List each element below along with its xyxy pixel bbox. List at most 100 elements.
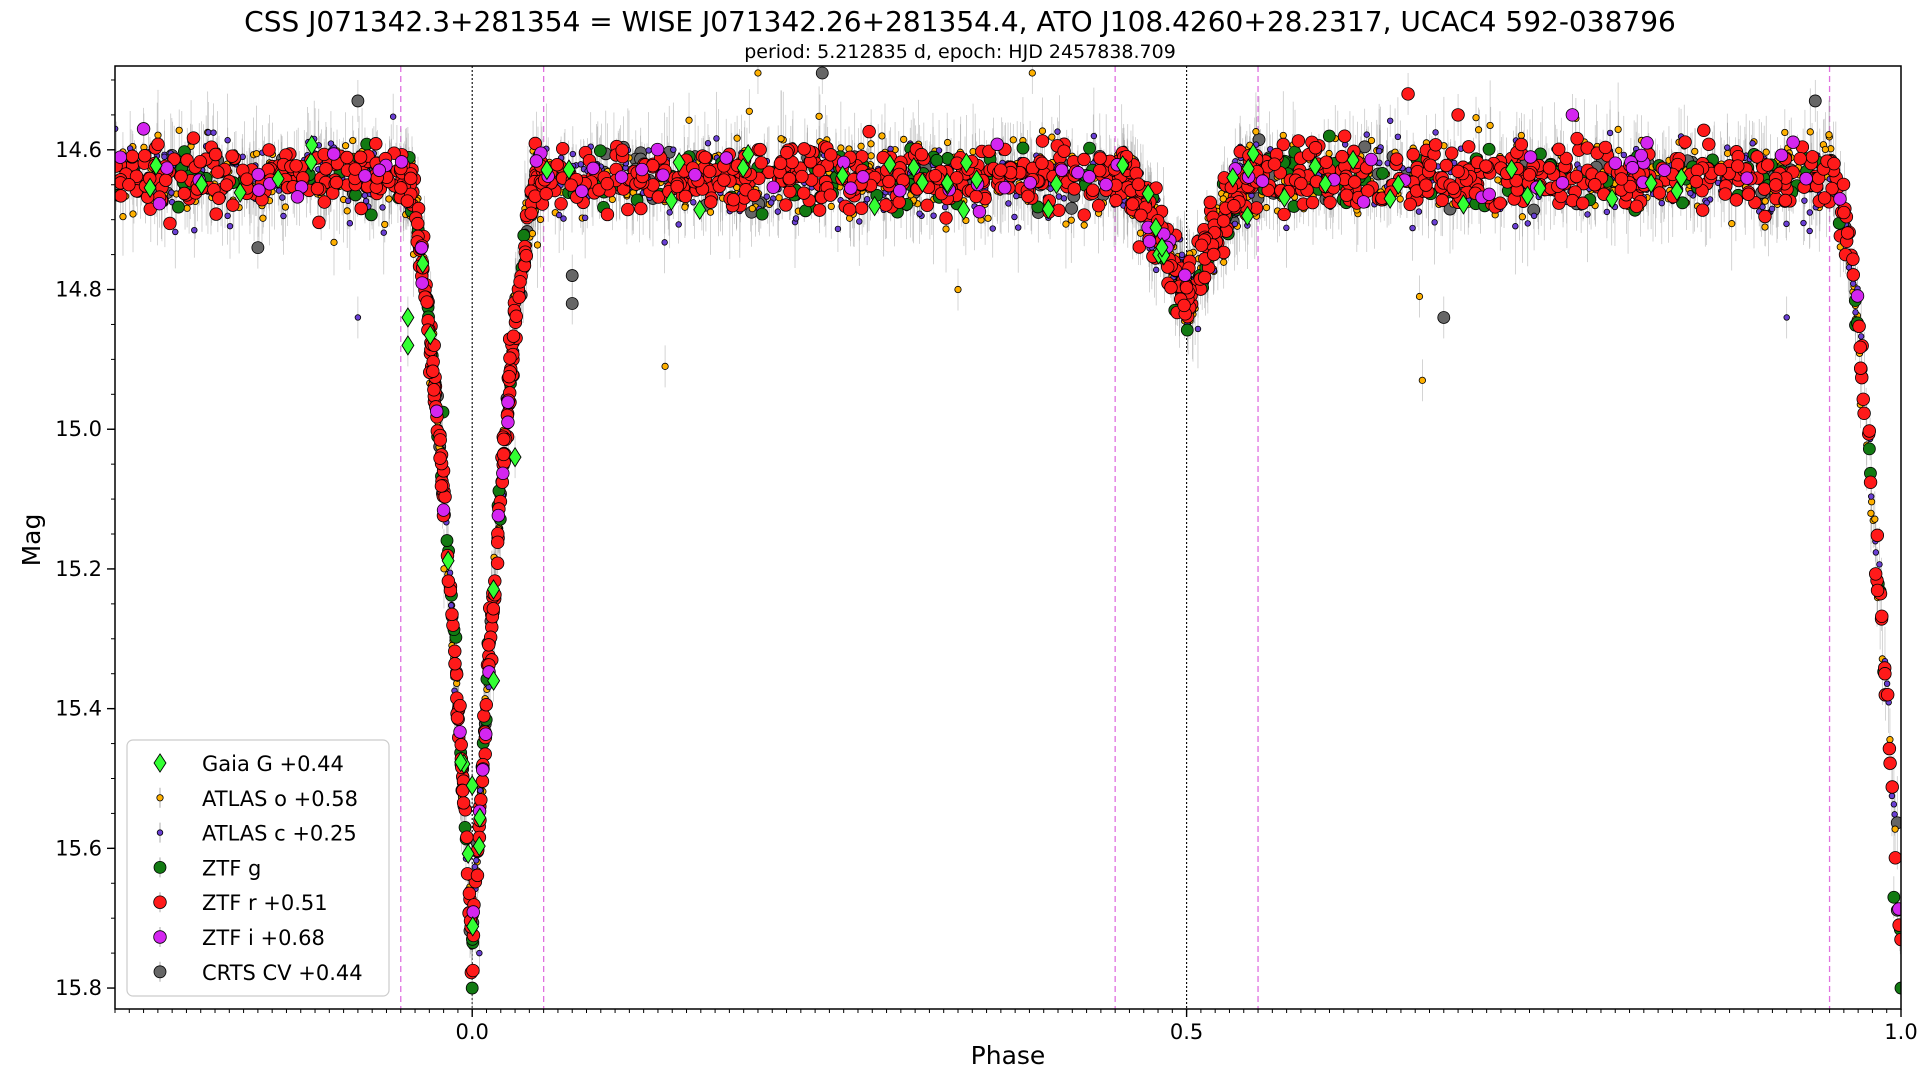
point-1646: [581, 214, 589, 222]
data-points: [115, 66, 1901, 995]
point-1901: [1283, 224, 1290, 232]
point-918: [1396, 195, 1404, 203]
point-2193: [1322, 129, 1336, 143]
point-246: [183, 204, 191, 212]
point-2376: [209, 207, 223, 221]
point-2348: [172, 200, 185, 214]
point-1502: [1890, 801, 1898, 808]
point-1429: [1431, 219, 1438, 226]
point-1027: [129, 210, 137, 218]
point-1640: [1888, 792, 1896, 800]
point-2599: [1305, 195, 1320, 210]
point-340: [681, 203, 689, 211]
point-803: [1761, 197, 1769, 205]
point-848: [1891, 825, 1899, 833]
point-1517: [1394, 133, 1402, 141]
point-1705: [172, 228, 179, 236]
point-2563: [477, 709, 491, 723]
point-2038: [1512, 223, 1519, 230]
point-1478: [1857, 333, 1865, 340]
point-1085: [533, 241, 542, 249]
point-1564: [916, 210, 923, 217]
point-183: [1437, 311, 1451, 324]
point-1969: [1603, 208, 1611, 216]
point-1687: [1867, 493, 1875, 500]
point-2360: [1887, 890, 1901, 904]
point-1602: [448, 602, 455, 609]
point-1604: [1015, 224, 1022, 231]
point-2173: [1083, 141, 1096, 155]
point-1672: [1687, 190, 1694, 197]
point-2799: [600, 207, 615, 222]
point-2829: [226, 198, 240, 212]
point-2701: [779, 198, 793, 212]
point-2720: [1439, 158, 1454, 173]
point-2449: [812, 203, 827, 217]
point-2476: [1077, 152, 1091, 167]
point-1613: [1194, 325, 1202, 333]
point-2585: [939, 211, 953, 225]
point-1475: [1606, 129, 1614, 137]
point-1360: [1800, 219, 1807, 227]
point-2090: [380, 229, 387, 236]
point-596: [900, 135, 908, 143]
point-1836: [1584, 211, 1591, 218]
point-2081: [327, 140, 335, 147]
point-2096: [476, 949, 483, 957]
point-1398: [569, 150, 577, 158]
point-1932: [935, 147, 943, 154]
point-2278: [755, 207, 769, 221]
point-923: [252, 150, 261, 158]
point-1212: [1886, 736, 1894, 744]
point-315: [815, 112, 823, 120]
point-181: [815, 66, 829, 80]
point-2862: [219, 178, 234, 192]
point-2357: [465, 981, 479, 995]
point-1071: [777, 135, 785, 143]
point-1637: [1011, 213, 1018, 221]
point-2332: [1862, 442, 1876, 456]
point-1288: [954, 285, 962, 294]
point-997: [733, 134, 741, 142]
point-296: [1781, 128, 1789, 137]
point-2595: [1035, 134, 1050, 148]
point-1522: [1013, 192, 1020, 200]
point-1399: [1876, 561, 1883, 568]
point-1299: [666, 209, 673, 216]
point-912: [1494, 176, 1502, 184]
point-185: [565, 269, 579, 282]
point-1528: [379, 204, 386, 211]
point-1141: [1062, 220, 1070, 228]
point-329: [1048, 133, 1056, 141]
point-935: [943, 138, 952, 147]
point-2228: [1016, 141, 1030, 155]
point-1186: [1220, 258, 1228, 266]
point-1923: [344, 197, 352, 205]
point-2529: [1077, 208, 1091, 222]
point-2787: [1570, 131, 1584, 146]
point-2425: [262, 143, 276, 157]
point-690: [1871, 515, 1879, 523]
point-186: [251, 241, 265, 255]
point-413: [1806, 128, 1814, 136]
point-222: [1614, 125, 1622, 134]
point-1900: [1530, 212, 1538, 220]
point-1597: [224, 137, 231, 144]
point-398: [1067, 216, 1075, 224]
point-1316: [1152, 266, 1160, 274]
point-2094: [1783, 314, 1790, 321]
point-1058: [381, 220, 389, 229]
point-1574: [1806, 227, 1813, 235]
point-255: [1486, 121, 1494, 130]
point-312: [1262, 204, 1271, 212]
point-706: [1136, 229, 1145, 237]
point-371: [775, 194, 783, 202]
point-1695: [1891, 811, 1898, 818]
point-838: [1474, 126, 1483, 134]
point-1476: [661, 239, 668, 246]
point-1359: [704, 140, 712, 147]
point-1811: [1724, 144, 1731, 151]
point-1292: [754, 69, 762, 77]
point-2231: [1376, 166, 1389, 180]
